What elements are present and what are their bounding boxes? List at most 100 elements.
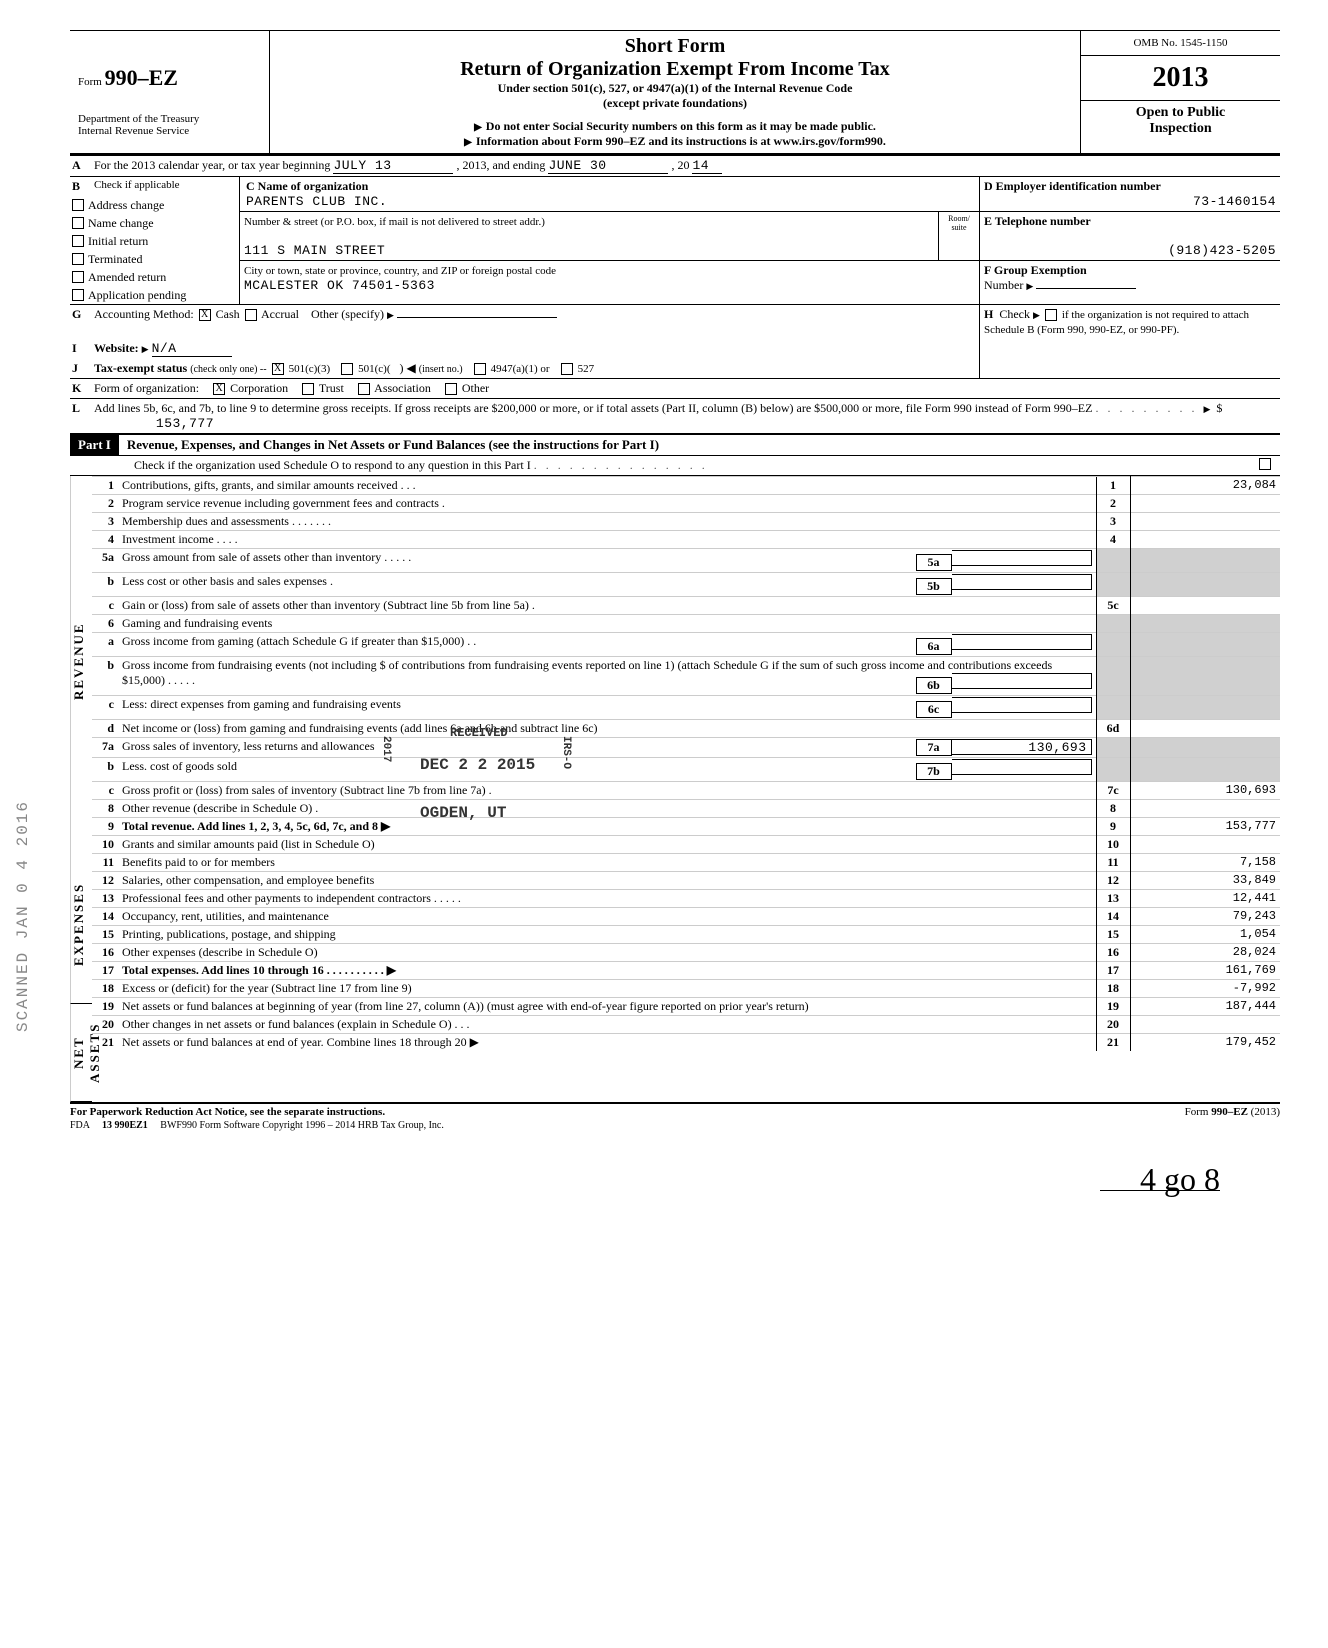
k-assoc-checkbox[interactable] — [358, 383, 370, 395]
arrow-icon — [1203, 401, 1210, 415]
ty-end-yr[interactable]: 14 — [692, 158, 722, 174]
line-num-box: 3 — [1096, 513, 1130, 531]
table-row: 6 Gaming and fundraising events — [92, 615, 1280, 633]
table-row: 2 Program service revenue including gove… — [92, 495, 1280, 513]
line-amount — [1130, 633, 1280, 657]
header-mid: Short Form Return of Organization Exempt… — [270, 31, 1080, 153]
table-row: 17 Total expenses. Add lines 10 through … — [92, 962, 1280, 980]
line-amount — [1130, 836, 1280, 854]
letter-i: I — [70, 339, 90, 359]
line-num-box: 16 — [1096, 944, 1130, 962]
city[interactable]: MCALESTER OK 74501-5363 — [244, 278, 435, 293]
table-row: 8 Other revenue (describe in Schedule O)… — [92, 800, 1280, 818]
e-label: E Telephone number — [984, 214, 1091, 228]
line-amount: 130,693 — [1130, 782, 1280, 800]
c-addr-label: Number & street (or P.O. box, if mail is… — [244, 216, 545, 228]
line-text: Gross income from fundraising events (no… — [118, 657, 1096, 696]
line-num-box: 19 — [1096, 998, 1130, 1016]
h-checkbox[interactable] — [1045, 309, 1057, 321]
g-other-label: Other (specify) — [311, 307, 384, 321]
line-number: b — [92, 573, 118, 597]
f-label2: Number — [984, 278, 1023, 292]
j-501c3-label: 501(c)(3) — [289, 363, 331, 375]
j-527-checkbox[interactable] — [561, 363, 573, 375]
line-amount: 79,243 — [1130, 908, 1280, 926]
table-row: 7a Gross sales of inventory, less return… — [92, 738, 1280, 758]
part1-checkbox[interactable] — [1259, 458, 1271, 470]
street[interactable]: 111 S MAIN STREET — [244, 243, 385, 258]
form-number: Form 990–EZ — [78, 65, 261, 91]
line-number: 16 — [92, 944, 118, 962]
l-text: Add lines 5b, 6c, and 7b, to line 9 to d… — [94, 401, 1092, 415]
b-item-row: Amended return — [70, 268, 239, 286]
line-number: 12 — [92, 872, 118, 890]
k-corp-checkbox[interactable]: X — [213, 383, 225, 395]
part1-badge: Part I — [70, 435, 119, 455]
website[interactable]: N/A — [152, 341, 232, 357]
line-num-box: 14 — [1096, 908, 1130, 926]
b-item-checkbox[interactable] — [72, 199, 84, 211]
line-number: 17 — [92, 962, 118, 980]
line-amount — [1130, 597, 1280, 615]
section-def: D Employer identification number 73-1460… — [980, 177, 1280, 304]
ty-begin[interactable]: JULY 13 — [333, 158, 453, 174]
line-number: 9 — [92, 818, 118, 836]
g-other-field[interactable] — [397, 317, 557, 318]
room-label: Room/ suite — [939, 212, 979, 260]
line-num-box: 21 — [1096, 1034, 1130, 1052]
line-amount: 161,769 — [1130, 962, 1280, 980]
g-cash-checkbox[interactable]: X — [199, 309, 211, 321]
group-exemption-field[interactable] — [1036, 288, 1136, 289]
line-text: Excess or (deficit) for the year (Subtra… — [118, 980, 1096, 998]
line-num-box: 13 — [1096, 890, 1130, 908]
ein[interactable]: 73-1460154 — [984, 194, 1276, 209]
line-num-box — [1096, 549, 1130, 573]
year-stamp: 2017 — [380, 736, 392, 762]
c-city-label: City or town, state or province, country… — [244, 265, 556, 277]
j-501c3-checkbox[interactable]: X — [272, 363, 284, 375]
letter-k: K — [70, 379, 90, 398]
b-item-checkbox[interactable] — [72, 289, 84, 301]
handwritten-note-area: 4 go 8 — [70, 1131, 1280, 1191]
line-number: 1 — [92, 477, 118, 495]
line-text: Other changes in net assets or fund bala… — [118, 1016, 1096, 1034]
b-item-checkbox[interactable] — [72, 253, 84, 265]
fda-sw: BWF990 Form Software Copyright 1996 – 20… — [160, 1120, 444, 1131]
line-j: J Tax-exempt status (check only one) -- … — [70, 359, 1280, 378]
line-num-box: 7c — [1096, 782, 1130, 800]
j-insert-label: (insert no.) — [419, 364, 463, 375]
table-row: d Net income or (loss) from gaming and f… — [92, 720, 1280, 738]
g-accrual-checkbox[interactable] — [245, 309, 257, 321]
line-number: 14 — [92, 908, 118, 926]
line-gh: G Accounting Method: X Cash Accrual Othe… — [70, 304, 1280, 339]
b-item-checkbox[interactable] — [72, 217, 84, 229]
b-item-checkbox[interactable] — [72, 271, 84, 283]
line-number: 2 — [92, 495, 118, 513]
phone[interactable]: (918)423-5205 — [984, 243, 1276, 258]
k-trust-checkbox[interactable] — [302, 383, 314, 395]
open-label: Open to Public — [1136, 105, 1225, 120]
line-amount — [1130, 696, 1280, 720]
j-501c-checkbox[interactable] — [341, 363, 353, 375]
c-label: C Name of organization — [246, 179, 368, 193]
j-527-label: 527 — [578, 363, 595, 375]
line-amount: 23,084 — [1130, 477, 1280, 495]
line-number: 18 — [92, 980, 118, 998]
org-name[interactable]: PARENTS CLUB INC. — [246, 194, 387, 209]
line-num-box: 20 — [1096, 1016, 1130, 1034]
line-text: Gross profit or (loss) from sales of inv… — [118, 782, 1096, 800]
b-item-label: Address change — [88, 198, 164, 213]
k-other-checkbox[interactable] — [445, 383, 457, 395]
side-revenue: REVENUE — [70, 476, 92, 846]
b-item-checkbox[interactable] — [72, 235, 84, 247]
date-stamp: DEC 2 2 2015 — [420, 756, 535, 774]
j-4947-checkbox[interactable] — [474, 363, 486, 375]
inspection-label: Inspection — [1149, 121, 1211, 136]
line-amount — [1130, 657, 1280, 696]
line-amount — [1130, 531, 1280, 549]
ty-end[interactable]: JUNE 30 — [548, 158, 668, 174]
irs-label: Internal Revenue Service — [78, 125, 261, 137]
k-other-label: Other — [462, 381, 489, 395]
g-content: Accounting Method: X Cash Accrual Other … — [90, 305, 980, 339]
g-cash-label: Cash — [216, 307, 240, 321]
